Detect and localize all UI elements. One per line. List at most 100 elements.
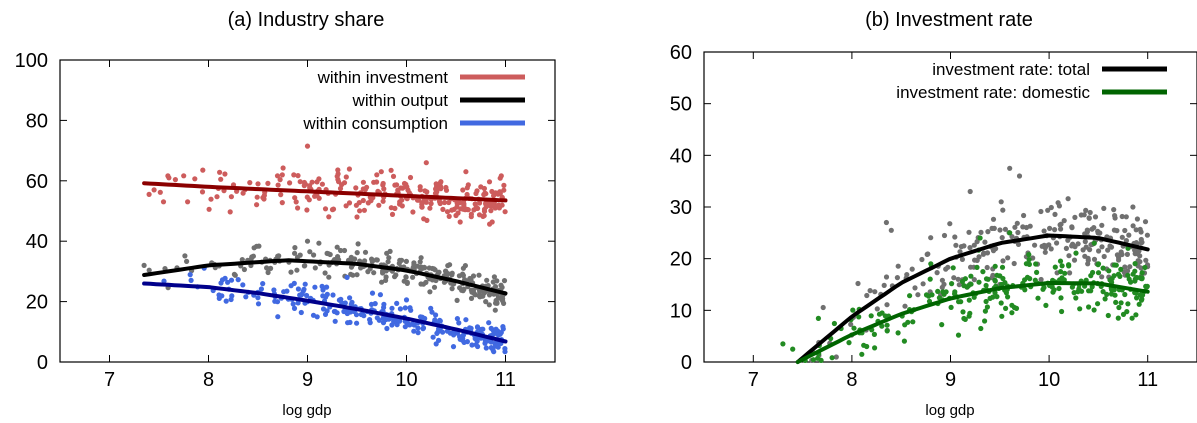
- data-point: [1016, 173, 1023, 179]
- data-point: [243, 294, 249, 300]
- data-point: [976, 254, 982, 260]
- data-point: [915, 292, 921, 298]
- data-point: [1000, 258, 1006, 264]
- data-point: [943, 289, 949, 295]
- data-point: [1112, 215, 1118, 221]
- data-point: [1012, 224, 1018, 230]
- data-point: [1101, 205, 1107, 211]
- data-point: [401, 180, 408, 187]
- data-point: [943, 266, 949, 272]
- x-tick-label: 8: [203, 369, 214, 391]
- data-point: [492, 307, 498, 313]
- data-point: [956, 282, 962, 288]
- data-point: [851, 325, 857, 331]
- data-point: [1058, 295, 1064, 301]
- data-point: [397, 257, 403, 263]
- data-point: [925, 251, 931, 257]
- legend-label: within output: [352, 91, 449, 110]
- y-tick-label: 0: [681, 352, 692, 374]
- data-point: [1119, 234, 1125, 240]
- data-point: [483, 345, 489, 351]
- data-point: [304, 292, 310, 299]
- chart-title: (b) Investment rate: [865, 9, 1033, 31]
- data-point: [1059, 308, 1065, 315]
- data-point: [360, 197, 366, 204]
- data-point: [184, 258, 190, 264]
- data-point: [228, 277, 235, 283]
- data-point: [948, 304, 954, 310]
- data-point: [895, 330, 901, 336]
- y-tick-label: 10: [670, 300, 692, 322]
- data-point: [1002, 280, 1008, 286]
- data-point: [1015, 241, 1022, 247]
- data-point: [1130, 271, 1136, 277]
- data-point: [984, 304, 991, 310]
- data-point: [297, 252, 303, 258]
- data-point: [473, 342, 479, 348]
- data-point: [199, 189, 206, 195]
- data-point: [1080, 247, 1086, 253]
- data-point: [895, 263, 901, 269]
- data-point: [1086, 215, 1092, 221]
- fit-line: [795, 233, 1150, 364]
- data-point: [320, 306, 327, 312]
- data-point: [999, 313, 1005, 319]
- data-point: [424, 217, 430, 223]
- data-point: [166, 175, 172, 181]
- data-point: [493, 190, 499, 196]
- data-point: [955, 332, 962, 338]
- data-point: [146, 191, 152, 197]
- data-point: [451, 332, 457, 338]
- data-point: [957, 249, 963, 255]
- data-point: [1067, 270, 1073, 276]
- data-point: [815, 355, 821, 361]
- data-point: [298, 309, 304, 316]
- data-point: [962, 276, 969, 282]
- data-point: [1063, 245, 1069, 251]
- data-point: [368, 301, 375, 307]
- data-point: [489, 219, 495, 225]
- data-point: [1099, 222, 1105, 228]
- data-point: [929, 292, 935, 298]
- data-point: [386, 255, 392, 261]
- data-point: [1107, 277, 1113, 283]
- data-point: [982, 239, 988, 245]
- data-point: [959, 256, 966, 262]
- data-point: [1124, 251, 1130, 257]
- data-point: [1056, 285, 1062, 292]
- data-point: [1043, 302, 1049, 308]
- data-point: [1038, 276, 1044, 283]
- data-point: [1048, 246, 1054, 252]
- data-point: [1113, 262, 1119, 268]
- data-point: [1139, 276, 1145, 282]
- data-point: [1132, 278, 1138, 284]
- data-point: [319, 181, 325, 187]
- data-point: [992, 263, 998, 269]
- data-point: [1065, 196, 1071, 202]
- data-point: [231, 271, 237, 277]
- data-point: [919, 256, 925, 263]
- data-point: [341, 247, 348, 254]
- data-point: [1082, 253, 1088, 259]
- data-point: [1140, 292, 1146, 298]
- data-point: [501, 187, 507, 193]
- data-point: [883, 274, 890, 280]
- data-point: [399, 203, 405, 209]
- data-point: [400, 185, 406, 191]
- data-point: [1084, 227, 1090, 233]
- data-point: [279, 172, 285, 178]
- data-point: [1014, 220, 1020, 226]
- data-point: [967, 245, 973, 251]
- data-point: [1034, 269, 1040, 275]
- y-tick-label: 60: [670, 42, 692, 64]
- data-point: [1133, 227, 1139, 233]
- data-point: [1048, 204, 1054, 211]
- fit-line: [142, 281, 508, 344]
- data-point: [790, 346, 796, 352]
- data-point: [491, 274, 497, 280]
- data-point: [381, 186, 387, 192]
- data-point: [1083, 207, 1089, 213]
- data-point: [1099, 244, 1105, 250]
- data-point: [1069, 224, 1075, 230]
- data-point: [1082, 239, 1088, 245]
